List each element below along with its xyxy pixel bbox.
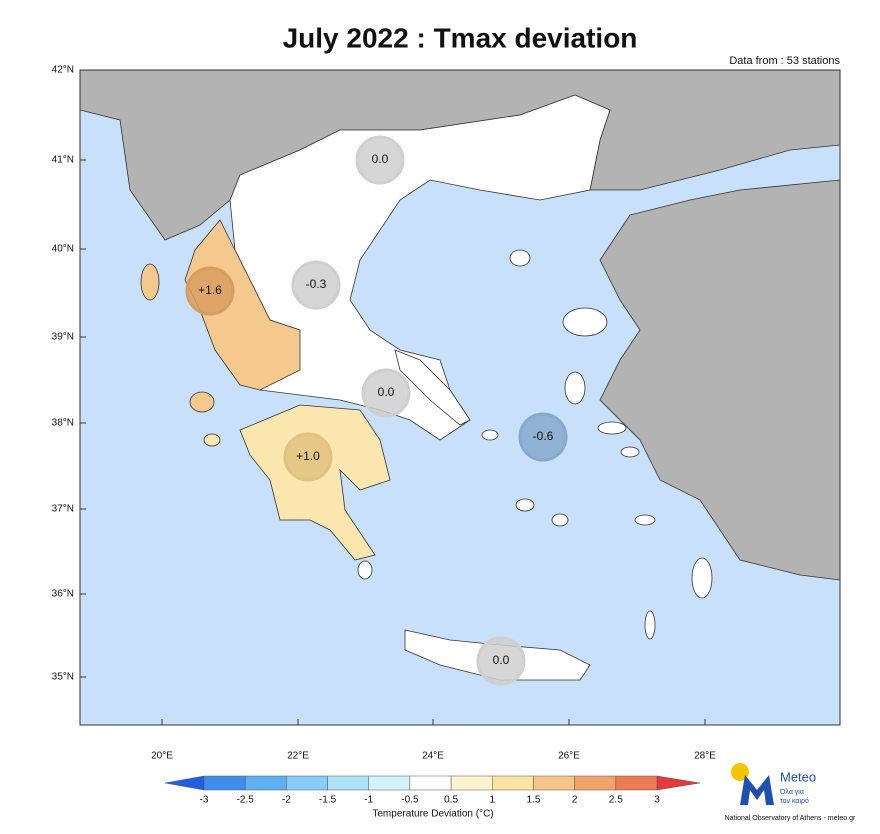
map: 0.0 -0.3 +1.6 0.0 +1.0 -0.6 0.0 — [80, 70, 840, 725]
colorbar-tick-label: -3 — [200, 795, 209, 806]
island — [515, 498, 535, 512]
logo-name: Meteo — [780, 769, 816, 784]
footer: National Observatory of Athens - meteo.g… — [725, 815, 856, 822]
colorbar-segment — [368, 775, 411, 791]
colorbar-tick-label: 1.5 — [527, 795, 541, 806]
note: Data from : 53 stations — [729, 55, 840, 67]
euboea — [394, 349, 471, 426]
island — [597, 421, 627, 435]
lon-label: 20°E — [151, 751, 173, 762]
island — [691, 557, 713, 599]
title: July 2022 : Tmax deviation — [283, 22, 638, 53]
colorbar-segment — [409, 775, 452, 791]
station-marker — [291, 260, 341, 310]
logo-sun — [731, 763, 749, 781]
island — [620, 446, 640, 458]
lat-label: 40°N — [52, 244, 74, 255]
lon-label: 26°E — [558, 751, 580, 762]
map-frame — [79, 69, 841, 726]
lat-label: 42°N — [52, 65, 74, 76]
station-value: -0.6 — [533, 429, 554, 443]
island — [644, 610, 656, 640]
station-value: +1.6 — [198, 283, 222, 297]
island — [357, 560, 373, 580]
colorbar-under — [164, 775, 205, 791]
peloponnese — [239, 404, 391, 561]
colorbar-title: Temperature Deviation (°C) — [372, 809, 493, 820]
station-marker — [185, 266, 235, 316]
colorbar-tick-label: -0.5 — [401, 795, 419, 806]
colorbar-segment — [615, 775, 658, 791]
station-marker — [283, 432, 333, 482]
colorbar-tick-label: -2 — [282, 795, 291, 806]
turkey — [599, 179, 840, 581]
colorbar-tick-label: 2 — [572, 795, 578, 806]
lon-label: 22°E — [287, 751, 309, 762]
island — [551, 513, 569, 527]
station-value: 0.0 — [372, 152, 389, 166]
colorbar-tick-label: -1 — [364, 795, 373, 806]
logo-tagline: Όλα για — [779, 789, 804, 796]
island — [509, 249, 531, 267]
colorbar-segment — [327, 775, 369, 791]
logo-mark — [740, 775, 774, 805]
colorbar-tick-label: 2.5 — [609, 795, 623, 806]
colorbar-over — [656, 775, 701, 791]
lat-label: 39°N — [52, 332, 74, 343]
lat-label: 35°N — [52, 672, 74, 683]
lat-label: 37°N — [52, 504, 74, 515]
station-value: -0.3 — [306, 277, 327, 291]
station-value: +1.0 — [296, 449, 320, 463]
colorbar-segment — [574, 775, 617, 791]
colorbar-segment — [533, 775, 575, 791]
colorbar-segment — [286, 775, 328, 791]
colorbar-segment — [450, 775, 493, 791]
colorbar-segment — [492, 775, 534, 791]
island — [189, 391, 215, 413]
colorbar-tick-label: -1.5 — [319, 795, 337, 806]
station-marker — [361, 368, 411, 418]
island — [140, 263, 160, 301]
lon-label: 24°E — [422, 751, 444, 762]
station-value: 0.0 — [493, 653, 510, 667]
colorbar-segment — [203, 775, 246, 791]
island — [481, 429, 499, 441]
lat-label: 36°N — [52, 589, 74, 600]
colorbar-segment — [244, 775, 287, 791]
station-value: 0.0 — [378, 385, 395, 399]
colorbar-tick-label: -2.5 — [237, 795, 255, 806]
island — [564, 371, 586, 405]
lat-label: 41°N — [52, 155, 74, 166]
island — [634, 514, 656, 526]
west-greece — [184, 219, 301, 391]
station-marker — [476, 636, 526, 686]
colorbar-tick-label: 0.5 — [444, 795, 458, 806]
station-marker — [355, 135, 405, 185]
lon-label: 28°E — [694, 751, 716, 762]
island — [562, 307, 608, 337]
lat-label: 38°N — [52, 418, 74, 429]
island — [203, 433, 221, 447]
colorbar-tick-label: 3 — [654, 795, 660, 806]
colorbar-tick-label: 1 — [489, 795, 495, 806]
logo-tagline: τον καιρό — [780, 797, 809, 805]
station-marker — [518, 412, 568, 462]
